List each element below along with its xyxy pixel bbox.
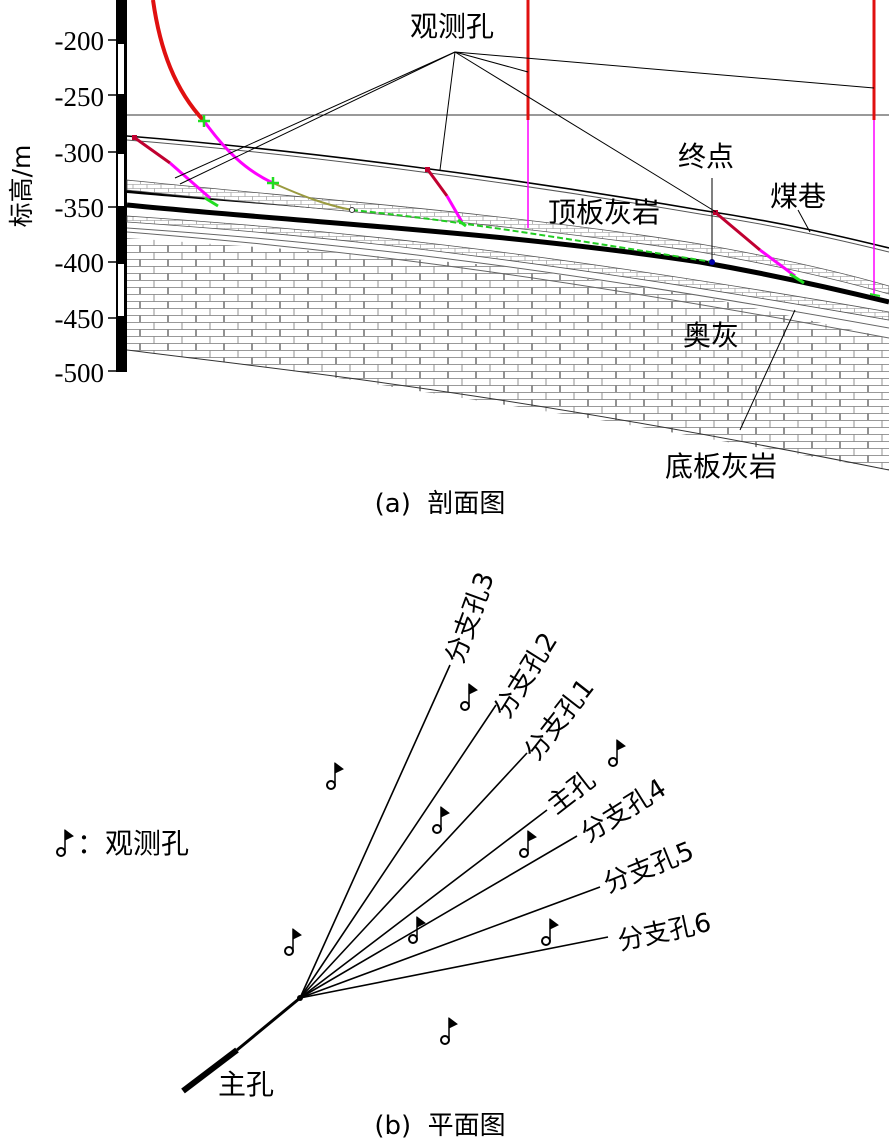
branch-line: [299, 886, 601, 999]
main-hole-label: 主孔: [218, 1068, 274, 1101]
kickoff-point: [349, 207, 355, 213]
floor-limestone-band: [126, 215, 889, 321]
branch-line: [299, 664, 451, 999]
legend-label: ：观测孔: [77, 827, 189, 860]
coal-roadway-label: 煤巷: [770, 180, 826, 213]
roof-limestone-label: 顶板灰岩: [548, 196, 660, 229]
boreholes-section: [132, 0, 881, 297]
elevation-axis: [108, 0, 127, 372]
survey-marker: [198, 115, 210, 127]
y-tick-label: -200: [55, 26, 105, 56]
coal-seam-lower: [126, 202, 889, 305]
observation-hole-icon: [284, 928, 302, 956]
main-borehole-lower-trace: [202, 120, 274, 185]
branch-line: [299, 704, 497, 999]
y-tick-label: -300: [55, 138, 105, 168]
observation-hole-icon: [460, 683, 478, 711]
branch-label-5: 分支孔5: [599, 836, 698, 899]
section-view: -200 -250 -300 -350 -400 -450 -500 标高/m: [7, 0, 889, 519]
observation-hole-icon: [326, 762, 344, 790]
survey-marker: [267, 177, 279, 189]
branch-line: [299, 752, 528, 999]
y-axis-title: 标高/m: [7, 145, 36, 228]
observation-hole-label: 观测孔: [410, 10, 494, 43]
branch-line: [299, 936, 609, 999]
plan-view: 分支孔3 分支孔2 分支孔1 主孔 分支孔4 分支孔5 分支孔6 ：观测孔 主孔…: [56, 568, 714, 1141]
branch-line: [299, 809, 548, 999]
y-tick-label: -450: [55, 304, 105, 334]
observation-hole-icon: [432, 806, 450, 834]
branch-lines: [299, 664, 609, 999]
strata: [126, 114, 889, 471]
y-tick-label: -500: [55, 358, 105, 388]
observation-hole-icon: [608, 739, 626, 767]
main-hole-line: [181, 1047, 239, 1094]
observation-hole-trace: [869, 0, 881, 297]
ordovician-limestone-layer: [127, 238, 889, 470]
observation-hole-icon: [541, 918, 559, 946]
branch-label-6: 分支孔6: [615, 908, 714, 957]
coal-roadway-line: [126, 135, 889, 249]
branch-label-3: 分支孔3: [440, 568, 501, 667]
legend: ：观测孔: [56, 827, 189, 860]
y-tick-label: -350: [55, 193, 105, 223]
observation-hole-trace: [425, 167, 467, 228]
ordovician-limestone-label: 奥灰: [683, 319, 739, 352]
borehole-tail-curve: [272, 182, 353, 211]
y-tick-label: -250: [55, 82, 105, 112]
floor-limestone-label: 底板灰岩: [665, 450, 777, 483]
main-hole-line: [236, 996, 301, 1052]
leader-lines: [174, 51, 875, 431]
observation-hole-trace: [713, 210, 805, 285]
plan-caption: (b) 平面图: [374, 1111, 505, 1141]
observation-hole-icon: [440, 1017, 458, 1045]
observation-hole-icon: [519, 830, 537, 858]
main-borehole-trace: [151, 0, 206, 123]
endpoint-marker: [709, 259, 715, 265]
horizontal-branch-trace: [351, 209, 713, 263]
observation-hole-symbols: [284, 683, 626, 1045]
observation-hole-icon: [408, 916, 426, 944]
y-tick-label: -400: [55, 248, 105, 278]
observation-hole-icon: [56, 829, 74, 857]
section-caption: (a) 剖面图: [375, 489, 506, 519]
observation-hole-trace: [132, 135, 219, 208]
y-tick-labels: -200 -250 -300 -350 -400 -450 -500: [55, 26, 105, 388]
branch-line: [299, 835, 578, 999]
endpoint-label: 终点: [678, 140, 734, 173]
